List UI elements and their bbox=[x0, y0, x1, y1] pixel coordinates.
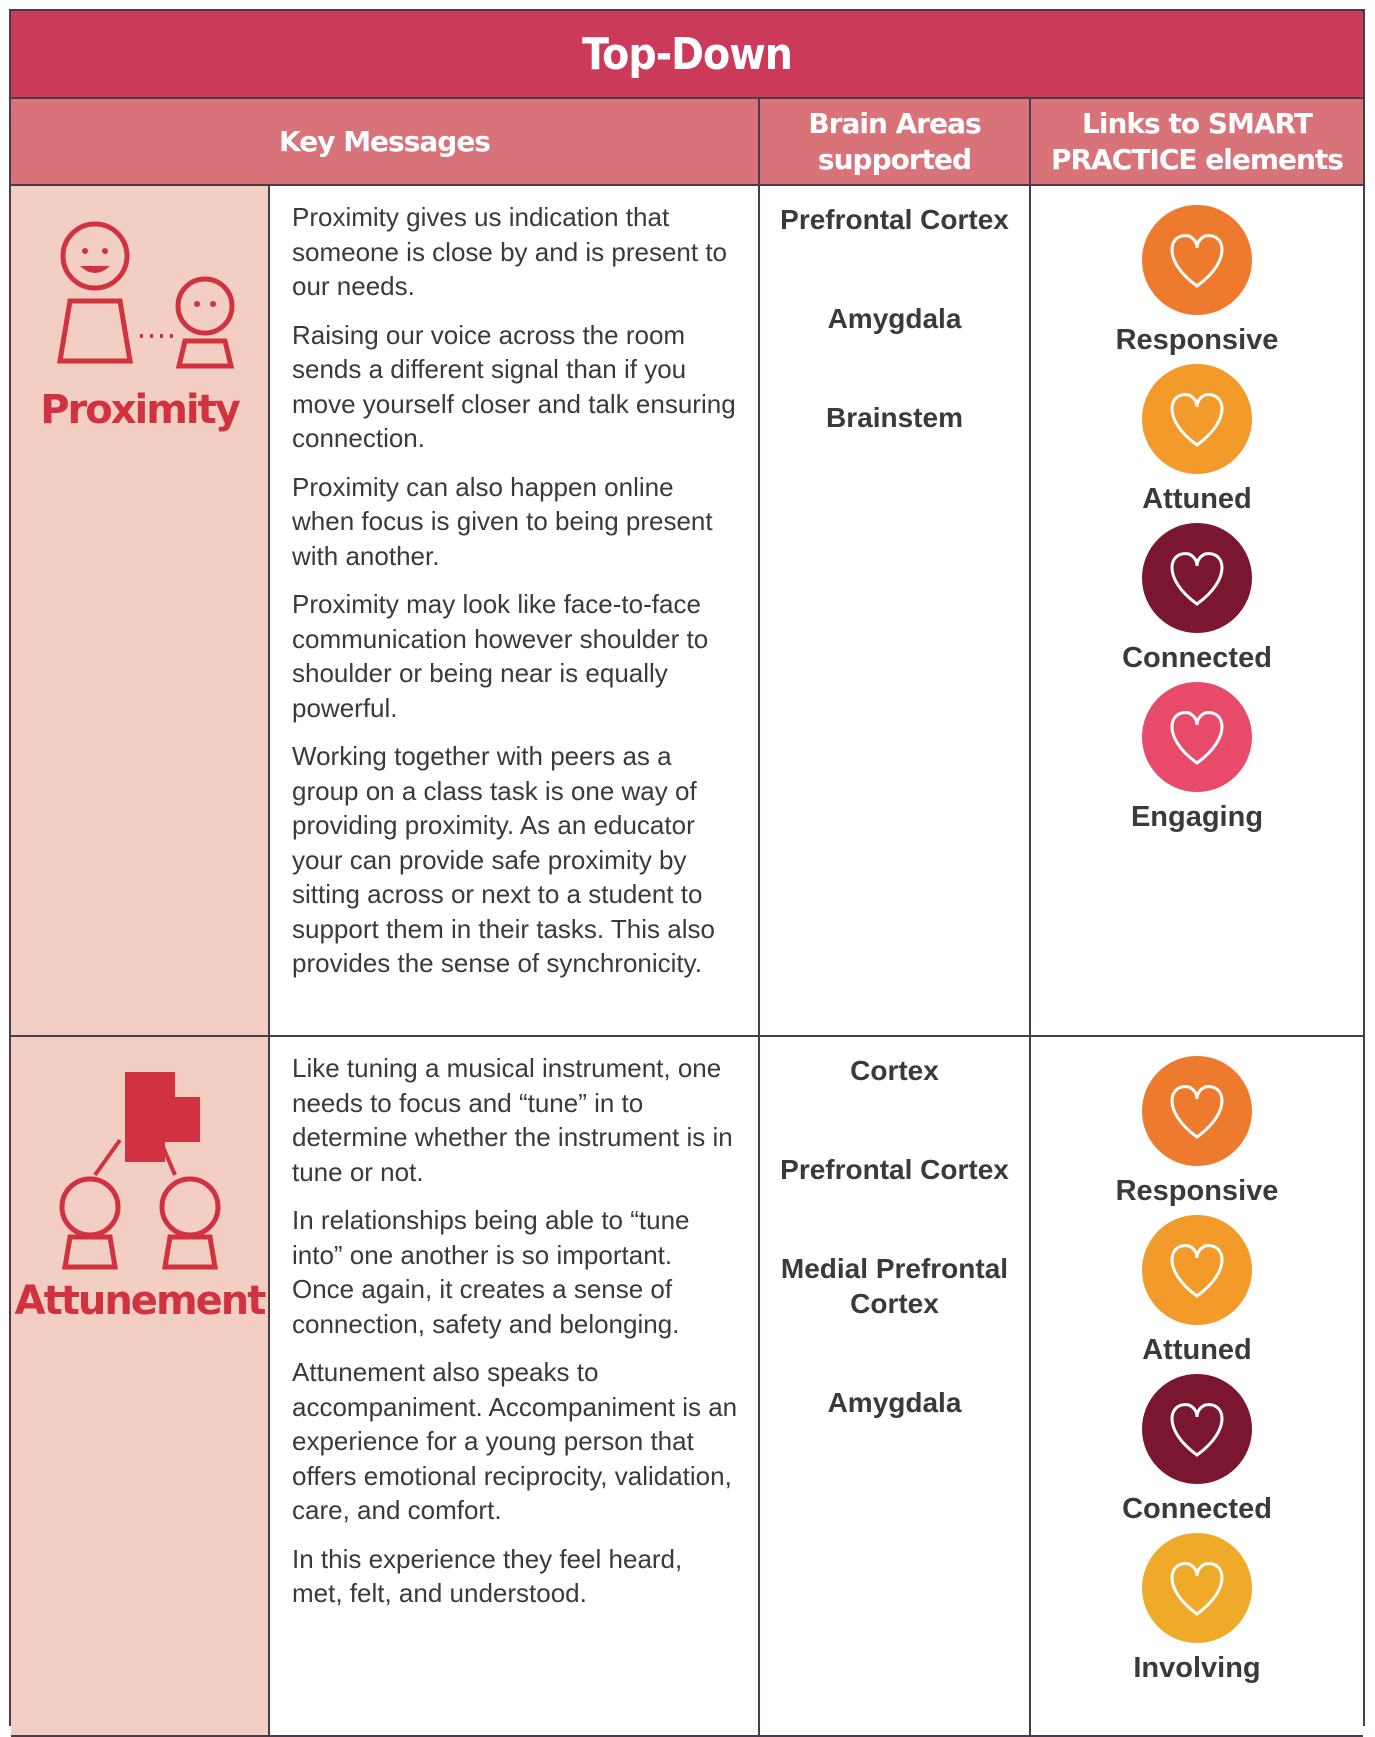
message-paragraph: In relationships being able to “tune int… bbox=[292, 1205, 690, 1339]
link-label: Attuned bbox=[1142, 483, 1252, 515]
link-icon bbox=[1142, 1374, 1252, 1484]
link-icon bbox=[1142, 364, 1252, 474]
brain-areas-cell: Cortex Prefrontal Cortex Medial Prefrontal… bbox=[758, 1037, 1029, 1735]
link-item: Connected bbox=[1122, 522, 1272, 675]
link-label: Responsive bbox=[1115, 324, 1279, 356]
brain-area: Cortex bbox=[850, 1055, 939, 1086]
link-icon bbox=[1141, 1533, 1252, 1643]
messages-cell: Like tuning a musical instrument, one ne… bbox=[268, 1037, 758, 1735]
link-item: Responsive bbox=[1115, 204, 1279, 357]
link-label: Connected bbox=[1122, 642, 1272, 674]
brain-area: Brainstem bbox=[826, 402, 963, 433]
link-item: Engaging bbox=[1131, 681, 1263, 834]
links-cell: Responsive Attuned Connected Involving bbox=[1029, 1037, 1363, 1735]
illustration bbox=[56, 221, 234, 369]
link-icon bbox=[1142, 523, 1252, 633]
link-label: Connected bbox=[1122, 1493, 1272, 1525]
brain-area: Amygdala bbox=[827, 303, 962, 334]
header-row: Key Messages Brain Areas supported Links… bbox=[11, 99, 1363, 186]
illustration bbox=[59, 1072, 220, 1270]
link-label: Involving bbox=[1133, 1652, 1261, 1684]
brain-areas-cell: Prefrontal Cortex Amygdala Brainstem bbox=[758, 186, 1029, 1035]
links-cell: Responsive Attuned Connected Engaging bbox=[1029, 186, 1363, 1035]
message-paragraph: Attunement also speaks to accompaniment.… bbox=[292, 1357, 738, 1525]
topic-cell: Attunement bbox=[11, 1037, 268, 1735]
link-item: Attuned bbox=[1141, 1214, 1253, 1367]
link-item: Responsive bbox=[1115, 1055, 1279, 1208]
link-icon bbox=[1141, 1056, 1252, 1166]
link-item: Attuned bbox=[1141, 363, 1253, 516]
link-icon bbox=[1141, 205, 1252, 315]
content-row: Proximity Proximity gives us indication t… bbox=[11, 186, 1363, 1037]
link-label: Attuned bbox=[1142, 1334, 1252, 1366]
brain-area: Prefrontal Cortex bbox=[780, 204, 1009, 235]
link-label: Engaging bbox=[1130, 801, 1264, 833]
content-row: Attunement Like tuning a musical instrume… bbox=[11, 1037, 1363, 1737]
message-paragraph: Proximity gives us indication that someo… bbox=[292, 202, 728, 301]
header-cell: Key Messages bbox=[279, 124, 491, 158]
table-title: Top-Down bbox=[11, 11, 1363, 99]
link-icon bbox=[1142, 1215, 1252, 1325]
link-label: Responsive bbox=[1115, 1175, 1279, 1207]
messages-cell: Proximity gives us indication that someo… bbox=[268, 186, 758, 1035]
table: Top-Down Key Messages Brain Areas suppor… bbox=[9, 9, 1365, 1737]
rows: Proximity Proximity gives us indication t… bbox=[11, 186, 1363, 1737]
header-cell: Links to SMART PRACTICE elements bbox=[1029, 99, 1363, 184]
brain-area: Medial Prefrontal Cortex bbox=[780, 1253, 1009, 1319]
message-paragraph: Proximity can also happen online when fo… bbox=[292, 471, 713, 571]
message-paragraph: Like tuning a musical instrument, one ne… bbox=[292, 1053, 733, 1187]
link-item: Connected bbox=[1122, 1373, 1272, 1526]
message-paragraph: Raising our voice across the room sends … bbox=[292, 319, 736, 454]
brain-area: Prefrontal Cortex bbox=[780, 1154, 1009, 1185]
message-paragraph: Working together with peers as a group o… bbox=[292, 741, 715, 978]
topic-label: Attunement bbox=[14, 1278, 267, 1324]
message-paragraph: In this experience they feel heard, met,… bbox=[292, 1543, 683, 1609]
message-paragraph: Proximity may look like face-to-face com… bbox=[292, 589, 709, 723]
topic-label: Proximity bbox=[40, 387, 241, 433]
brain-area: Amygdala bbox=[827, 1387, 962, 1418]
topic-cell: Proximity bbox=[11, 186, 268, 1035]
header-cell: Brain Areas supported bbox=[758, 99, 1029, 184]
link-icon bbox=[1141, 682, 1252, 792]
link-item: Involving bbox=[1133, 1532, 1261, 1685]
